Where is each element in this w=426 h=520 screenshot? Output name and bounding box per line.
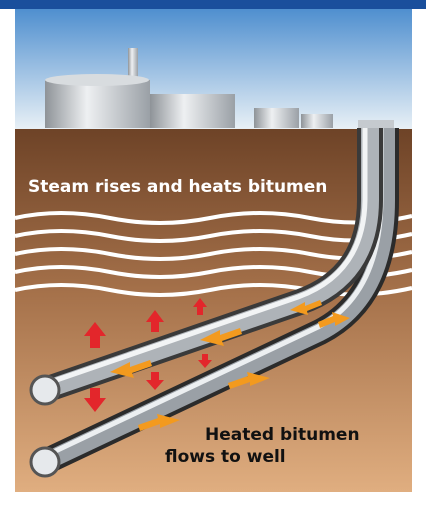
diagram: Steam rises and heats bitumen Heated bit…	[0, 0, 426, 520]
steam-label: Steam rises and heats bitumen	[28, 177, 327, 197]
page: Steam rises and heats bitumen Heated bit…	[0, 0, 426, 520]
bitumen-label: Heated bitumen	[205, 425, 360, 445]
top-bar	[0, 0, 426, 9]
bitumen-label: flows to well	[165, 447, 286, 467]
